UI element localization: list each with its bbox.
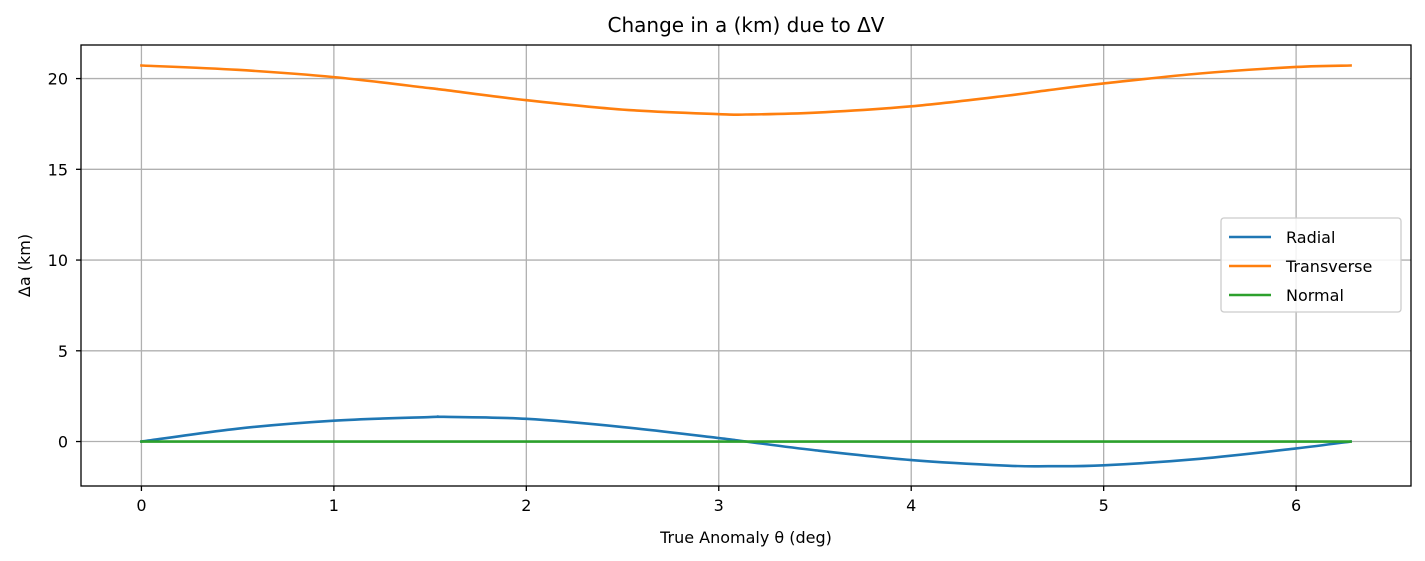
x-tick-label: 5 <box>1099 496 1109 515</box>
x-axis-label: True Anomaly θ (deg) <box>659 528 832 547</box>
legend-label: Normal <box>1286 286 1344 305</box>
series-line-transverse <box>140 64 1352 117</box>
y-tick-label: 0 <box>58 433 68 452</box>
legend-label: Radial <box>1286 228 1335 247</box>
y-tick-label: 5 <box>58 342 68 361</box>
x-tick-label: 0 <box>136 496 146 515</box>
lines-layer <box>139 64 1353 468</box>
x-tick-label: 4 <box>906 496 916 515</box>
legend-label: Transverse <box>1285 257 1372 276</box>
legend: Radial Transverse Normal <box>1220 217 1402 313</box>
x-tick-label: 6 <box>1291 496 1301 515</box>
y-tick-label: 15 <box>48 160 68 179</box>
chart-title: Change in a (km) due to ΔV <box>608 13 885 37</box>
x-tick-label: 2 <box>521 496 531 515</box>
y-axis-label: Δa (km) <box>15 234 34 297</box>
y-tick-label: 10 <box>48 251 68 270</box>
y-tick-label: 20 <box>48 70 68 89</box>
grid-layer <box>81 45 1411 486</box>
legend-box <box>1220 217 1402 313</box>
plot-frame <box>80 44 1412 487</box>
x-tick-label: 3 <box>714 496 724 515</box>
x-tick-label: 1 <box>329 496 339 515</box>
ticks-layer: 0 1 2 3 4 5 6 0 5 10 15 20 <box>48 70 1302 515</box>
